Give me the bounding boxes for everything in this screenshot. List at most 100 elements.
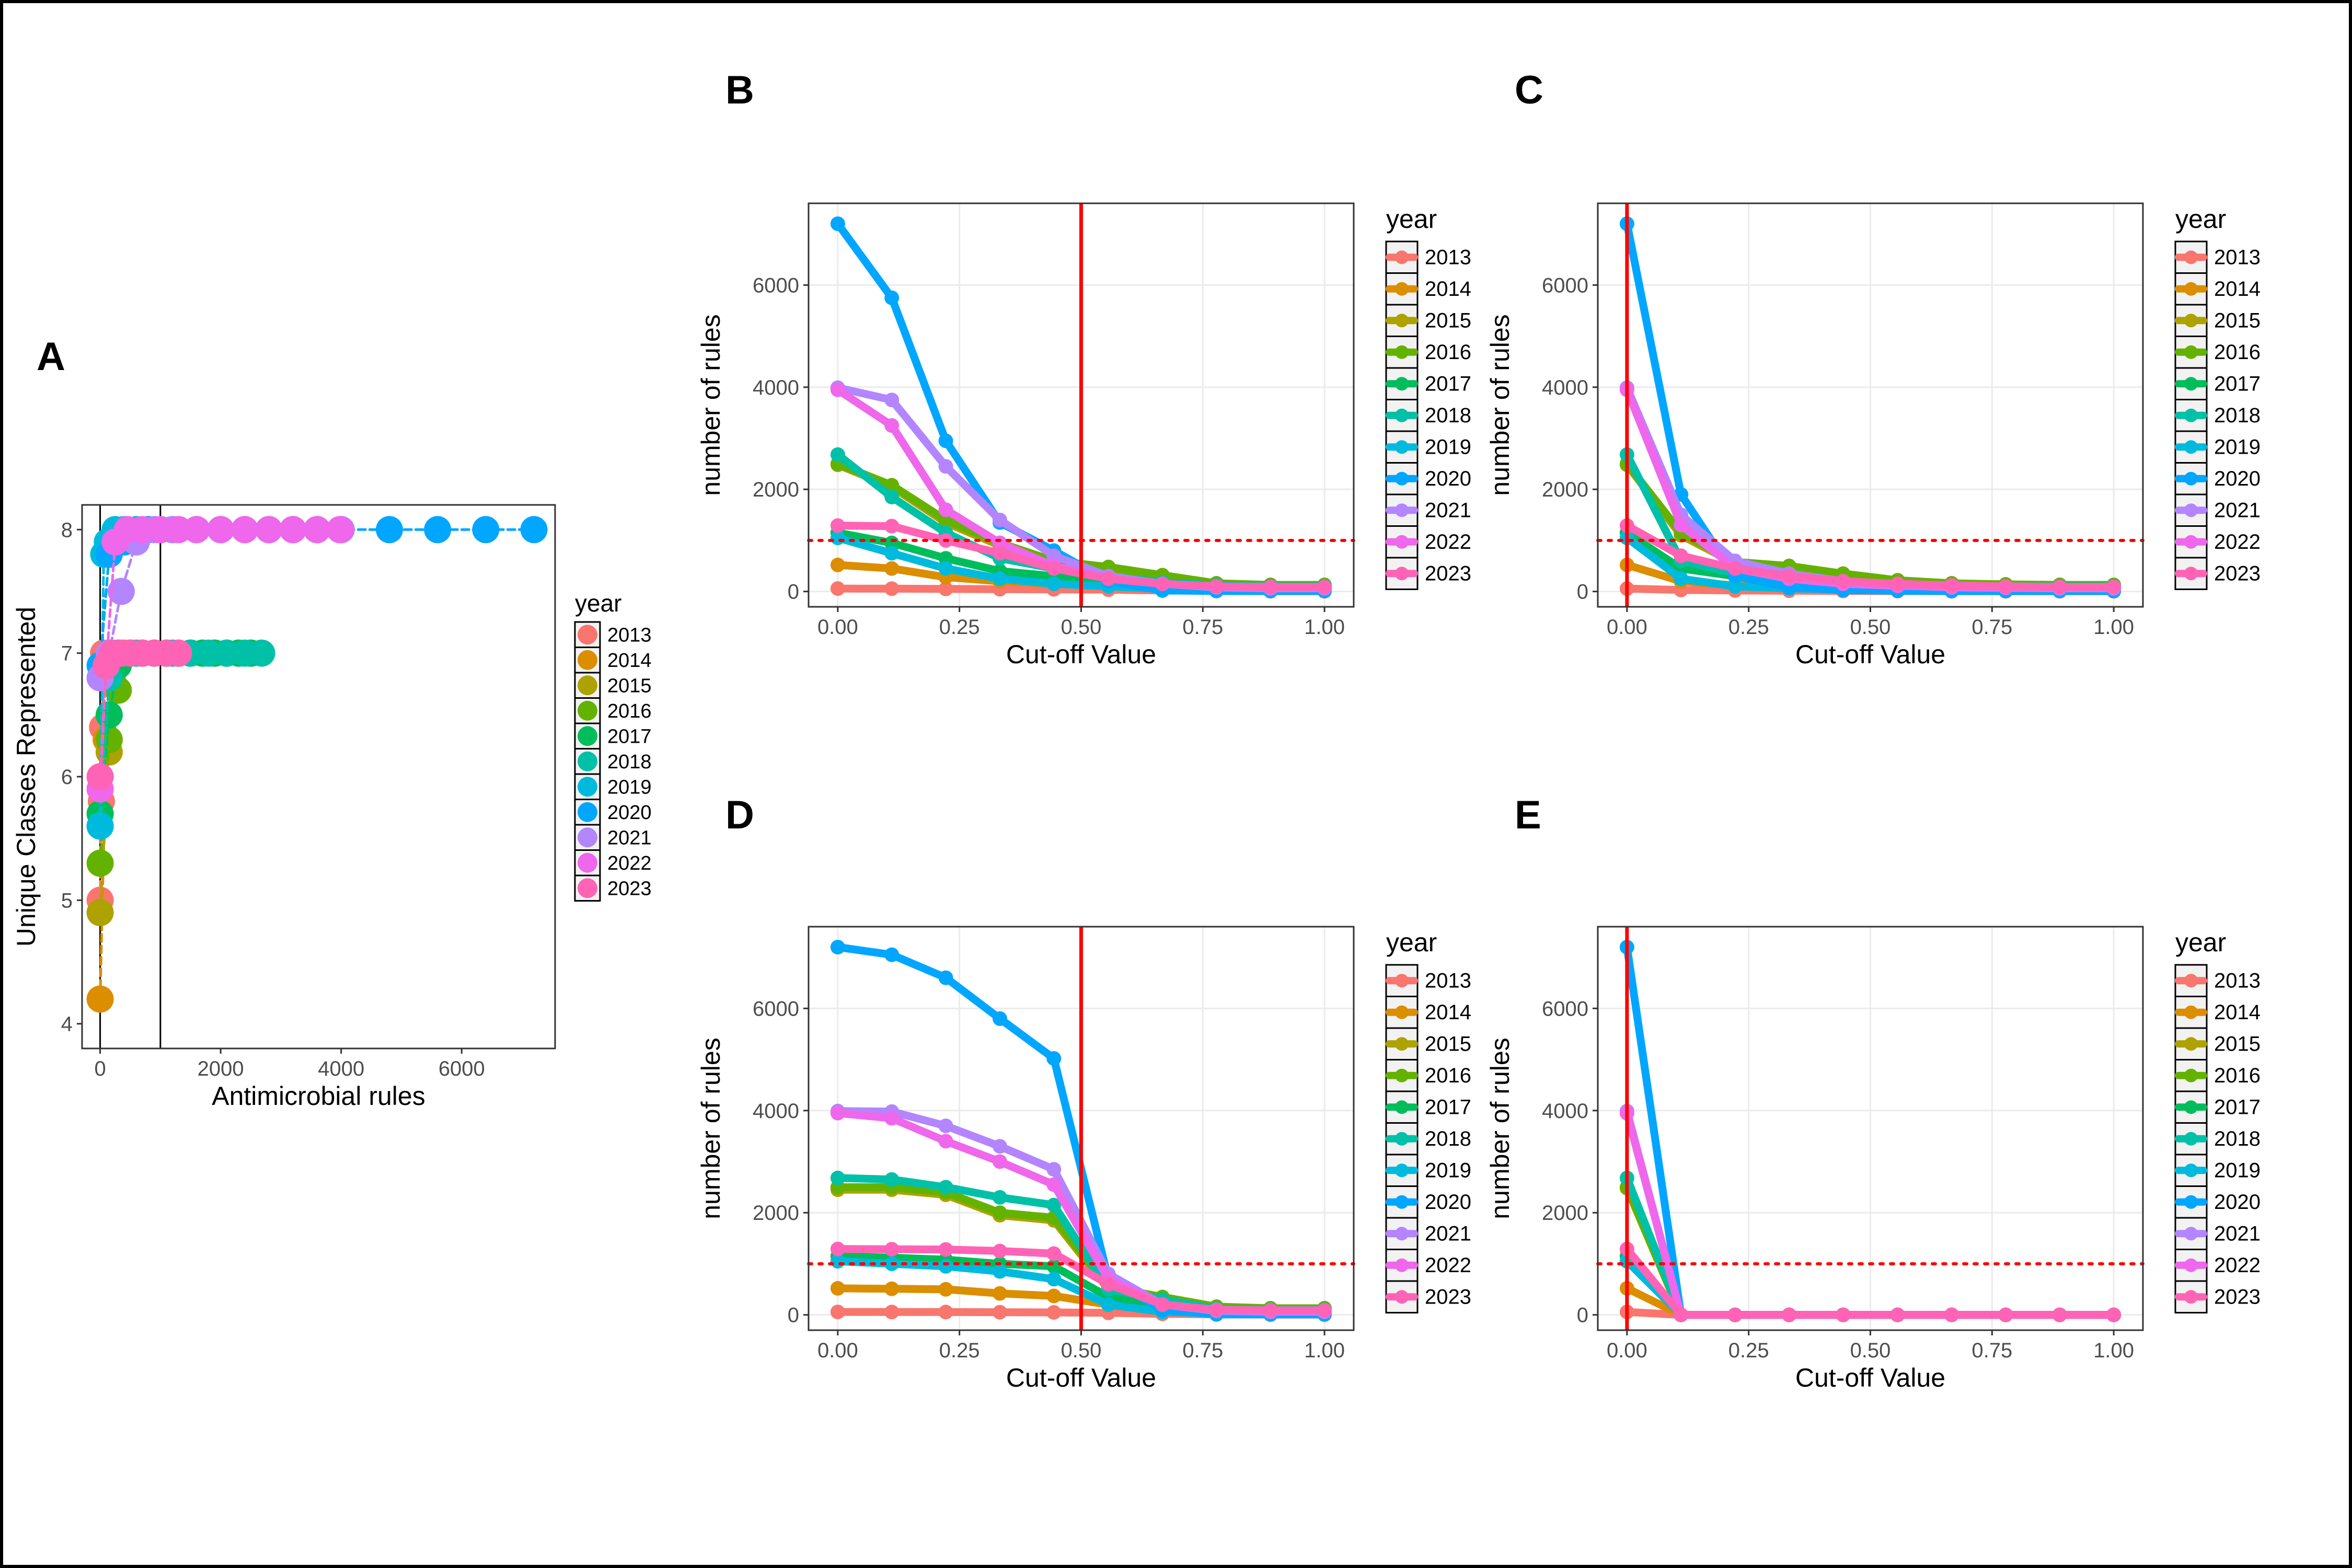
d-x-tick-label: 1.00 <box>1304 1339 1345 1362</box>
d-legend-label: 2014 <box>1425 1001 1471 1024</box>
a-point-2020 <box>520 516 548 544</box>
a-legend-item-2022: 2022 <box>574 849 652 877</box>
c-series-group <box>1619 216 2122 599</box>
e-legend-key-point <box>2184 1100 2198 1114</box>
d-point-2014 <box>938 1282 953 1297</box>
a-x-tick-label: 0 <box>94 1057 106 1080</box>
c-legend: year 2013 2014 2015 2016 2017 2018 2019 2020 2021… <box>2174 204 2261 590</box>
a-legend-label: 2013 <box>607 624 652 646</box>
a-y-tick-label: 6 <box>61 766 73 789</box>
d-y-tick-label: 2000 <box>753 1202 799 1225</box>
a-y-axis-title: Unique Classes Represented <box>11 607 41 947</box>
b-point-2022 <box>830 382 845 397</box>
e-legend-key-point <box>2184 1037 2198 1051</box>
e-legend-key-point <box>2184 1163 2198 1178</box>
b-point-2022 <box>884 418 900 433</box>
b-legend-label: 2023 <box>1425 562 1471 585</box>
c-legend-label: 2015 <box>2214 309 2261 332</box>
d-x-tick-label: 0.50 <box>1061 1339 1102 1362</box>
c-legend-label: 2023 <box>2214 562 2261 585</box>
d-legend-key-point <box>1395 1100 1409 1114</box>
a-legend-label: 2014 <box>607 650 652 672</box>
d-legend-item-2021: 2021 <box>1385 1217 1471 1250</box>
d-point-2014 <box>993 1286 1007 1301</box>
d-point-2017 <box>1046 1259 1062 1274</box>
b-legend-label: 2019 <box>1425 435 1471 458</box>
b-point-2018 <box>884 489 900 504</box>
a-y-tick-label: 7 <box>61 642 73 665</box>
c-y-tick-label: 4000 <box>1542 376 1588 399</box>
e-legend-label: 2016 <box>2214 1064 2261 1087</box>
d-point-2023 <box>993 1243 1007 1259</box>
e-legend-item-2014: 2014 <box>2174 996 2261 1029</box>
a-legend-key-point <box>578 802 597 822</box>
a-legend-label: 2021 <box>607 827 652 849</box>
panel-label-b: B <box>725 68 754 112</box>
b-point-2023 <box>1155 577 1170 591</box>
a-legend-key-point <box>578 827 597 848</box>
d-point-2013 <box>830 1305 845 1320</box>
b-point-2022 <box>938 502 953 517</box>
a-legend-label: 2023 <box>607 878 652 900</box>
d-legend-key-point <box>1395 1037 1409 1051</box>
e-legend-item-2015: 2015 <box>2174 1027 2261 1060</box>
b-point-2020 <box>938 433 953 448</box>
c-x-tick-label: 0.75 <box>1971 616 2012 639</box>
e-legend-key-point <box>2184 1290 2198 1304</box>
c-y-tick-label: 6000 <box>1542 274 1588 297</box>
a-x-tick-label: 6000 <box>439 1057 485 1080</box>
a-legend-key-point <box>578 650 597 670</box>
b-legend-label: 2013 <box>1425 246 1471 269</box>
b-legend-item-2023: 2023 <box>1385 557 1471 590</box>
b-legend-label: 2015 <box>1425 309 1471 332</box>
c-legend-key-point <box>2184 377 2198 391</box>
b-point-2023 <box>884 518 900 534</box>
d-point-2020 <box>884 947 900 962</box>
d-point-2023 <box>1263 1302 1278 1318</box>
e-legend-label: 2014 <box>2214 1001 2261 1024</box>
b-legend-label: 2017 <box>1425 372 1471 395</box>
e-point-2023 <box>1727 1307 1743 1322</box>
e-legend-key-point <box>2184 1227 2198 1241</box>
c-legend-item-2015: 2015 <box>2174 304 2261 337</box>
b-point-2023 <box>1209 579 1224 594</box>
e-x-tick-label: 1.00 <box>2093 1339 2134 1362</box>
b-y-axis-title: number of rules <box>696 314 725 495</box>
d-legend-item-2015: 2015 <box>1385 1027 1471 1060</box>
b-legend-key-point <box>1395 535 1409 549</box>
a-point-2022 <box>279 516 307 544</box>
e-legend: year 2013 2014 2015 2016 2017 2018 2019 2020 2021… <box>2174 928 2261 1313</box>
d-point-2023 <box>830 1241 845 1256</box>
d-legend-label: 2013 <box>1425 969 1471 992</box>
b-point-2021 <box>884 393 900 408</box>
a-y-tick-label: 4 <box>61 1013 73 1036</box>
d-point-2019 <box>1101 1297 1116 1312</box>
c-legend-label: 2022 <box>2214 531 2261 554</box>
b-point-2014 <box>884 561 900 576</box>
d-point-2013 <box>1046 1305 1062 1320</box>
d-y-tick-label: 4000 <box>753 1100 799 1123</box>
c-legend-item-2014: 2014 <box>2174 272 2261 306</box>
c-x-tick-label: 0.25 <box>1728 616 1769 639</box>
d-point-2023 <box>1046 1246 1062 1261</box>
panel-a: 0 2000 4000 6000 4 5 6 7 8 Antimicrobial rules Uni… <box>11 504 652 1111</box>
a-legend-key-point <box>578 700 597 721</box>
b-legend-key-point <box>1395 314 1409 328</box>
b-legend-label: 2022 <box>1425 531 1471 554</box>
a-legend-label: 2017 <box>607 725 652 747</box>
c-line-2023 <box>1623 522 2118 591</box>
e-legend-key-point <box>2184 1258 2198 1272</box>
d-legend-key-point <box>1395 1068 1409 1082</box>
a-point-2017 <box>95 701 123 729</box>
c-point-2023 <box>1782 569 1796 584</box>
b-point-2016 <box>884 478 900 493</box>
d-point-2018 <box>830 1170 845 1185</box>
e-point-2023 <box>1674 1307 1689 1322</box>
d-y-axis-title: number of rules <box>696 1037 725 1219</box>
c-x-tick-label: 1.00 <box>2093 616 2134 639</box>
b-legend-item-2015: 2015 <box>1385 304 1471 337</box>
a-legend-key-point <box>578 625 597 645</box>
e-legend-label: 2021 <box>2214 1222 2261 1245</box>
b-point-2021 <box>993 512 1007 527</box>
